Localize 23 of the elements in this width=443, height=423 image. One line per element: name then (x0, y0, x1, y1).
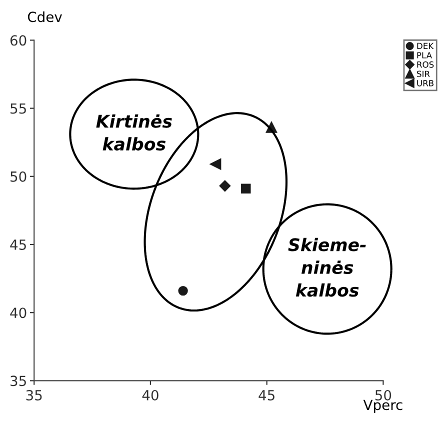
legend-label: ROS (417, 61, 434, 68)
x-axis-title: Vperc (363, 400, 402, 413)
x-tick-label: 45 (258, 390, 274, 400)
legend-label: PLA (417, 52, 432, 58)
y-tick-label: 55 (10, 103, 26, 114)
point (178, 286, 188, 296)
x-tick-label: 40 (142, 390, 158, 400)
y-tick-label: 35 (10, 376, 26, 386)
y-axis-title: Cdev (28, 11, 62, 22)
legend-label: DEK (417, 42, 434, 49)
y-tick-label: 40 (10, 308, 26, 318)
annotation: Kirtinės kalbos (96, 114, 172, 151)
x-tick-label: 50 (375, 390, 392, 400)
y-tick-label: 50 (10, 171, 26, 182)
point (219, 180, 231, 192)
annotation: Skieme- ninės kalbos (288, 238, 366, 297)
point (241, 184, 251, 194)
y-tick-label: 60 (10, 35, 26, 46)
legend-label: URB (417, 80, 434, 86)
x-tick-label: 35 (26, 390, 42, 400)
legend-label: SIR (417, 70, 430, 78)
y-tick-label: 45 (10, 240, 26, 250)
point (210, 158, 222, 170)
